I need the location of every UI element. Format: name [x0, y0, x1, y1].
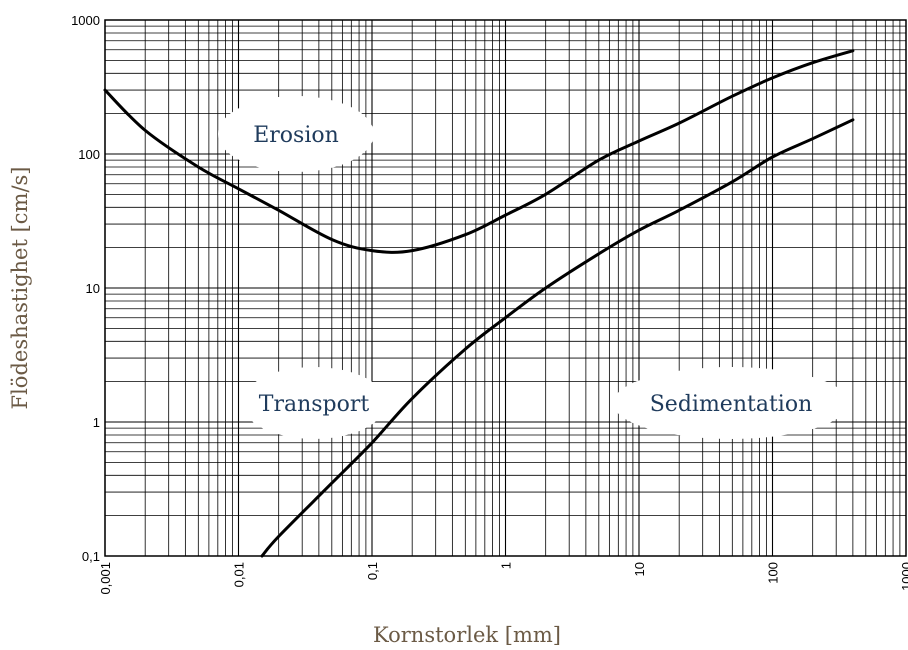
plot-frame	[104, 19, 907, 557]
x-tick-label: 0,1	[365, 562, 380, 580]
grid	[104, 20, 906, 557]
y-tick-label: 1000	[71, 13, 100, 28]
series-layer	[103, 49, 855, 558]
x-tick-label: 100	[766, 562, 781, 584]
sedimentation-label-background	[613, 367, 849, 439]
y-axis-label: Flödeshastighet [cm/s]	[8, 167, 32, 410]
y-tick-labels: 0,1 1 10 100 1000	[71, 13, 100, 564]
erosion-label-background	[218, 96, 374, 172]
x-axis-label: Kornstorlek [mm]	[373, 623, 561, 647]
annotation-erosion: Erosion	[253, 123, 339, 148]
y-tick-label: 10	[86, 281, 100, 296]
x-tick-label: 0,01	[232, 562, 247, 587]
y-tick-label: 1	[93, 415, 100, 430]
x-tick-label: 10	[632, 562, 647, 576]
transport-label-background	[242, 367, 386, 439]
series-line-1	[103, 49, 855, 254]
y-tick-label: 100	[78, 147, 100, 162]
y-tick-label: 0,1	[82, 549, 100, 564]
x-tick-label: 0,001	[98, 562, 113, 595]
annotation-sedimentation: Sedimentation	[650, 392, 813, 417]
region-backgrounds	[218, 96, 849, 439]
series-line-2	[260, 118, 855, 558]
x-tick-label: 1000	[899, 562, 908, 591]
x-tick-label: 1	[499, 562, 514, 569]
x-tick-labels: 0,001 0,01 0,1 1 10 100 1000	[98, 562, 908, 595]
annotation-transport: Transport	[259, 392, 370, 417]
